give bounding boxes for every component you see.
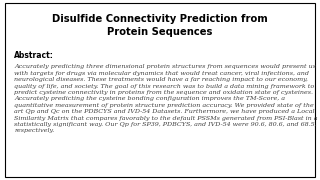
Text: Disulfide Connectivity Prediction from
Protein Sequences: Disulfide Connectivity Prediction from P… <box>52 14 268 37</box>
Text: Accurately predicting three dimensional protein structures from sequences would : Accurately predicting three dimensional … <box>14 64 317 133</box>
Text: Abstract:: Abstract: <box>14 51 54 60</box>
